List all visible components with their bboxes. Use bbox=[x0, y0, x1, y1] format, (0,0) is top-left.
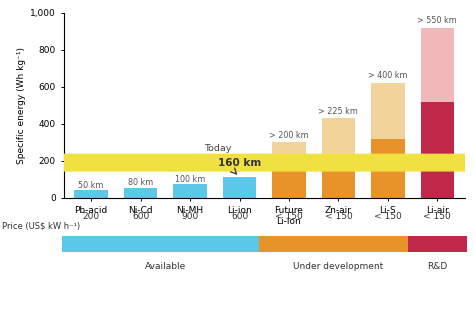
FancyBboxPatch shape bbox=[259, 236, 418, 253]
Bar bbox=[74, 190, 108, 198]
FancyBboxPatch shape bbox=[62, 236, 269, 253]
Text: > 400 km: > 400 km bbox=[368, 71, 408, 80]
Bar bbox=[272, 166, 306, 198]
FancyBboxPatch shape bbox=[408, 236, 467, 253]
Text: 600: 600 bbox=[132, 211, 149, 221]
Text: 100 km: 100 km bbox=[175, 174, 205, 183]
Text: 50 km: 50 km bbox=[79, 181, 104, 190]
Text: < 150: < 150 bbox=[275, 211, 303, 221]
Bar bbox=[371, 83, 405, 138]
Text: > 225 km: > 225 km bbox=[319, 108, 358, 116]
Bar bbox=[173, 184, 207, 198]
Bar bbox=[420, 101, 454, 198]
Bar bbox=[124, 188, 157, 198]
Text: 160 km: 160 km bbox=[218, 158, 261, 167]
Circle shape bbox=[0, 154, 474, 171]
Text: < 150: < 150 bbox=[374, 211, 402, 221]
Bar bbox=[322, 118, 355, 161]
Y-axis label: Specific energy (Wh kg⁻¹): Specific energy (Wh kg⁻¹) bbox=[17, 47, 26, 164]
Text: < 150: < 150 bbox=[423, 211, 451, 221]
Text: < 150: < 150 bbox=[325, 211, 352, 221]
Text: 600: 600 bbox=[231, 211, 248, 221]
Text: Today: Today bbox=[204, 144, 231, 153]
Text: > 200 km: > 200 km bbox=[269, 131, 309, 140]
Bar bbox=[420, 27, 454, 101]
Text: 900: 900 bbox=[182, 211, 199, 221]
Text: > 550 km: > 550 km bbox=[418, 16, 457, 25]
Bar bbox=[371, 138, 405, 198]
Bar bbox=[272, 142, 306, 166]
Text: 80 km: 80 km bbox=[128, 178, 153, 187]
Text: 200: 200 bbox=[82, 211, 100, 221]
Text: Available: Available bbox=[145, 262, 186, 271]
Text: Price (US$ kW h⁻¹): Price (US$ kW h⁻¹) bbox=[2, 222, 81, 231]
Bar bbox=[322, 161, 355, 198]
Bar bbox=[223, 177, 256, 198]
Text: Under development: Under development bbox=[293, 262, 383, 271]
Text: R&D: R&D bbox=[427, 262, 447, 271]
